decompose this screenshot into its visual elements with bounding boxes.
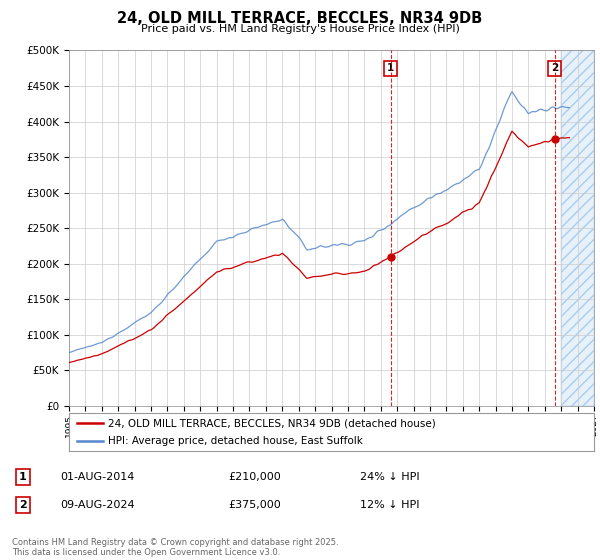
Text: 09-AUG-2024: 09-AUG-2024	[60, 500, 134, 510]
Bar	[561, 50, 594, 406]
Text: Contains HM Land Registry data © Crown copyright and database right 2025.
This d: Contains HM Land Registry data © Crown c…	[12, 538, 338, 557]
Text: 12% ↓ HPI: 12% ↓ HPI	[360, 500, 419, 510]
Text: 1: 1	[19, 472, 26, 482]
Bar	[561, 50, 594, 406]
Text: 2: 2	[551, 63, 558, 73]
Text: £375,000: £375,000	[228, 500, 281, 510]
Text: 2: 2	[19, 500, 26, 510]
Text: 24, OLD MILL TERRACE, BECCLES, NR34 9DB: 24, OLD MILL TERRACE, BECCLES, NR34 9DB	[118, 11, 482, 26]
Text: Price paid vs. HM Land Registry's House Price Index (HPI): Price paid vs. HM Land Registry's House …	[140, 24, 460, 34]
Text: 01-AUG-2014: 01-AUG-2014	[60, 472, 134, 482]
Text: £210,000: £210,000	[228, 472, 281, 482]
Text: HPI: Average price, detached house, East Suffolk: HPI: Average price, detached house, East…	[109, 436, 363, 446]
Text: 24, OLD MILL TERRACE, BECCLES, NR34 9DB (detached house): 24, OLD MILL TERRACE, BECCLES, NR34 9DB …	[109, 418, 436, 428]
Text: 1: 1	[387, 63, 394, 73]
Text: 24% ↓ HPI: 24% ↓ HPI	[360, 472, 419, 482]
